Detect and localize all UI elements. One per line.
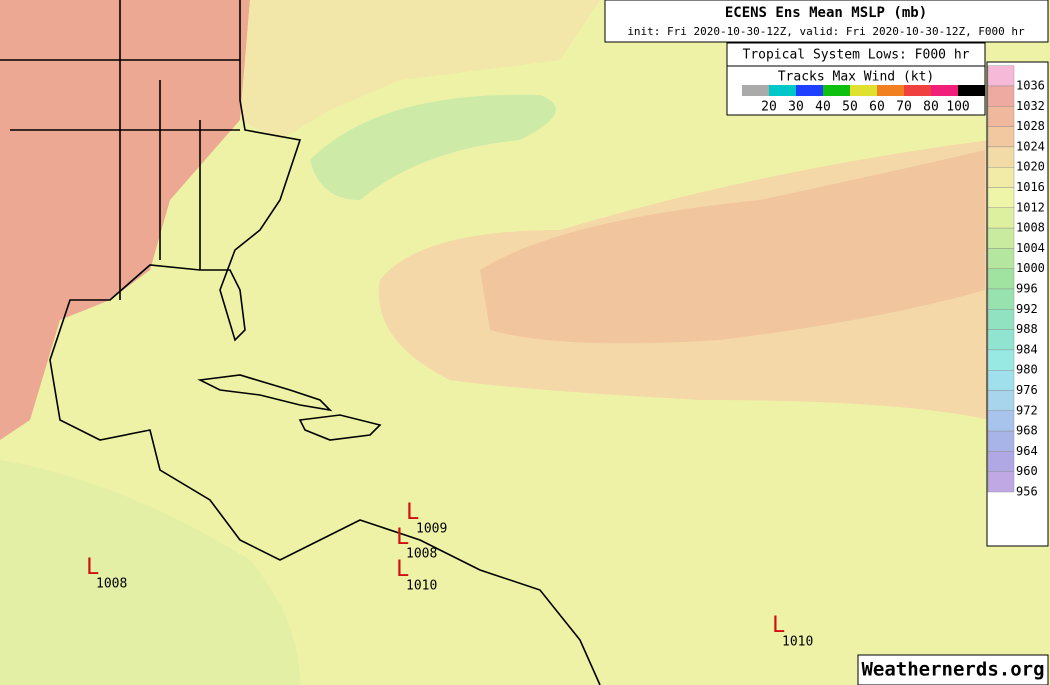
wind-label: 50 bbox=[842, 100, 858, 115]
wind-swatch bbox=[931, 85, 958, 96]
colorbar-label: 968 bbox=[1016, 424, 1038, 438]
colorbar-label: 1004 bbox=[1016, 241, 1045, 255]
low-symbol: L bbox=[406, 500, 419, 525]
colorbar-swatch bbox=[987, 370, 1015, 391]
low-symbol: L bbox=[86, 555, 99, 580]
colorbar-label: 996 bbox=[1016, 282, 1038, 296]
low-pressure: 1008 bbox=[96, 577, 127, 592]
colorbar-swatch bbox=[987, 207, 1015, 229]
colorbar-swatch bbox=[987, 146, 1015, 168]
colorbar-label: 1016 bbox=[1016, 180, 1045, 194]
colorbar-label: 976 bbox=[1016, 383, 1038, 397]
colorbar-swatch bbox=[987, 309, 1015, 330]
wind-label: 30 bbox=[788, 100, 804, 115]
colorbar-swatch bbox=[987, 126, 1015, 148]
colorbar-swatch bbox=[987, 390, 1015, 411]
tracks-legend-subtitle: Tracks Max Wind (kt) bbox=[778, 70, 935, 85]
colorbar-label: 956 bbox=[1016, 485, 1038, 499]
colorbar-label: 964 bbox=[1016, 444, 1038, 458]
wind-swatch bbox=[823, 85, 850, 96]
colorbar-swatch bbox=[987, 166, 1015, 188]
colorbar-label: 960 bbox=[1016, 464, 1038, 478]
colorbar-label: 1020 bbox=[1016, 160, 1045, 174]
pressure-area bbox=[0, 460, 300, 685]
watermark: Weathernerds.org bbox=[861, 659, 1044, 681]
colorbar-swatch bbox=[987, 329, 1015, 351]
low-pressure: 1010 bbox=[406, 579, 437, 594]
colorbar-swatch bbox=[987, 268, 1015, 290]
colorbar-swatch bbox=[987, 430, 1015, 452]
title: ECENS Ens Mean MSLP (mb) bbox=[725, 5, 927, 21]
colorbar-label: 1036 bbox=[1016, 79, 1045, 93]
colorbar-swatch bbox=[987, 85, 1015, 107]
low-pressure: 1009 bbox=[416, 522, 447, 537]
colorbar-label: 984 bbox=[1016, 342, 1038, 356]
low-pressure: 1008 bbox=[406, 547, 437, 562]
colorbar-label: 1032 bbox=[1016, 99, 1045, 113]
wind-label: 20 bbox=[761, 100, 777, 115]
low-symbol: L bbox=[396, 525, 409, 550]
colorbar-label: 1000 bbox=[1016, 261, 1045, 275]
wind-swatch bbox=[850, 85, 877, 96]
subtitle: init: Fri 2020-10-30-12Z, valid: Fri 202… bbox=[627, 25, 1025, 38]
colorbar-label: 972 bbox=[1016, 403, 1038, 417]
wind-label: 100 bbox=[946, 100, 969, 115]
colorbar-swatch bbox=[987, 248, 1015, 269]
colorbar-label: 988 bbox=[1016, 322, 1038, 336]
colorbar-label: 992 bbox=[1016, 302, 1038, 316]
colorbar-swatch bbox=[987, 451, 1015, 472]
wind-label: 60 bbox=[869, 100, 885, 115]
colorbar-swatch bbox=[987, 349, 1015, 371]
tracks-legend-title: Tropical System Lows: F000 hr bbox=[743, 48, 970, 63]
title-box bbox=[604, 0, 1049, 43]
colorbar-label: 980 bbox=[1016, 363, 1038, 377]
colorbar-label: 1012 bbox=[1016, 200, 1045, 214]
high-pressure-area bbox=[480, 150, 985, 344]
colorbar-label: 1028 bbox=[1016, 119, 1045, 133]
colorbar-label: 1024 bbox=[1016, 139, 1045, 153]
wind-label: 40 bbox=[815, 100, 831, 115]
colorbar-swatch bbox=[987, 187, 1015, 208]
colorbar-swatch bbox=[987, 410, 1015, 432]
wind-label: 80 bbox=[923, 100, 939, 115]
colorbar-swatch bbox=[987, 288, 1015, 310]
coastlines bbox=[0, 0, 601, 685]
colorbar-label: 1008 bbox=[1016, 221, 1045, 235]
colorbar-swatch bbox=[987, 227, 1015, 249]
pressure-area bbox=[240, 0, 600, 140]
wind-swatch bbox=[958, 85, 985, 96]
low-symbol: L bbox=[396, 557, 409, 582]
colorbar-swatch bbox=[987, 106, 1015, 127]
low-pressure: 1010 bbox=[782, 635, 813, 650]
colorbar-swatch bbox=[987, 471, 1015, 493]
wind-swatch bbox=[904, 85, 931, 96]
wind-swatch bbox=[877, 85, 904, 96]
tracks-legend bbox=[726, 42, 986, 116]
wind-swatch bbox=[769, 85, 796, 96]
wind-label: 70 bbox=[896, 100, 912, 115]
watermark-box bbox=[857, 654, 1049, 685]
wind-swatch bbox=[742, 85, 769, 96]
high-pressure-area bbox=[0, 0, 250, 440]
colorbar-swatch bbox=[987, 65, 1015, 87]
low-symbol: L bbox=[772, 613, 785, 638]
low-pressure-area bbox=[310, 94, 556, 200]
wind-swatch bbox=[796, 85, 823, 96]
